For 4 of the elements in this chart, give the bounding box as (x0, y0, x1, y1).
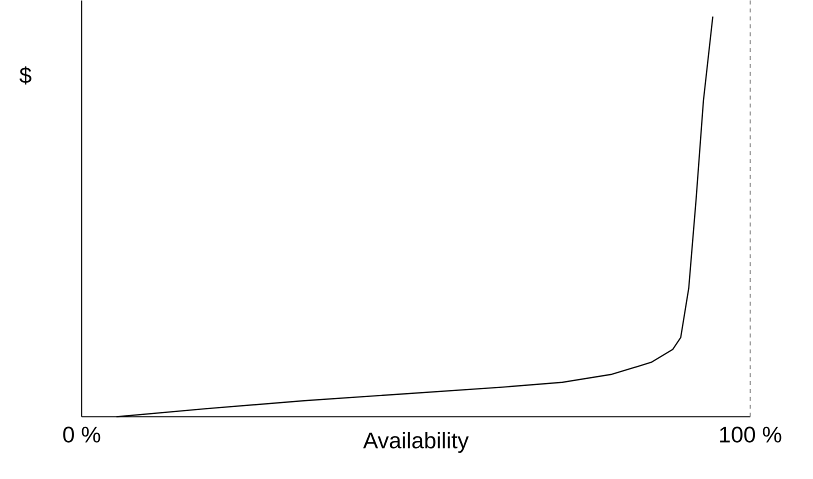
x-tick-label: 0 % (63, 426, 100, 443)
x-tick-label: 100 % (720, 426, 782, 443)
x-axis-title: Availability (363, 432, 469, 453)
y-axis-title: $ (20, 66, 32, 84)
